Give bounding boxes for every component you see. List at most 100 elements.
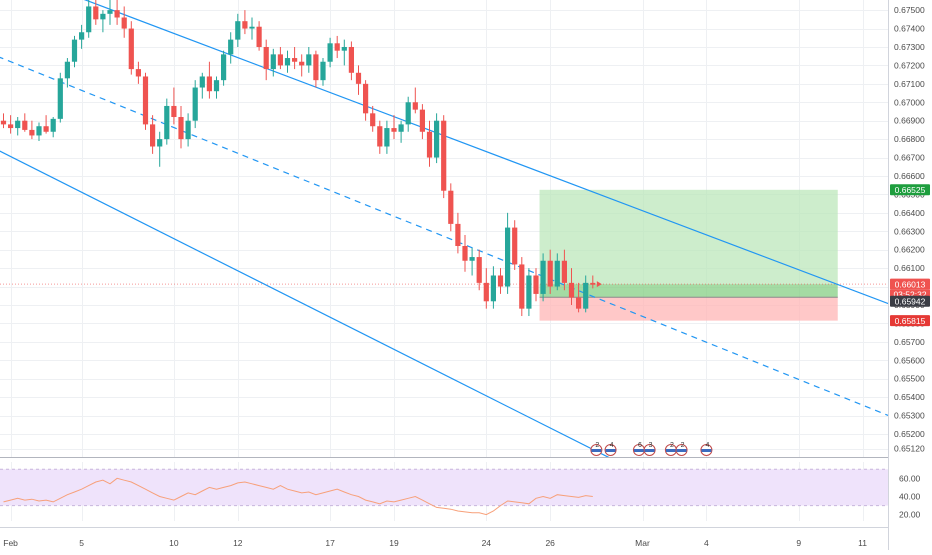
event-count: 4 [610,442,614,449]
candle [57,72,63,123]
candle [79,24,85,49]
candle-body [313,54,319,81]
event-marker: 2 [675,442,688,456]
candle-body [299,61,305,66]
candle [355,65,362,95]
candle [93,0,99,25]
candle [142,72,149,130]
rsi-tick-label: 60.00 [899,473,921,483]
candle [455,212,461,254]
event-marker: 4 [700,442,713,456]
candle-body [270,54,276,70]
price-tick-label: 0.67200 [894,60,925,70]
candle [64,58,70,88]
event-count: 2 [670,442,674,449]
candle [299,54,305,77]
flag-stripe [701,449,712,452]
flag-stripe [591,449,602,452]
candle-body [242,21,248,29]
candle-body [199,76,205,88]
flag-stripe [633,449,644,452]
candle-body [355,72,362,84]
candle [512,220,518,270]
candle-body [221,54,227,81]
candle [341,39,347,66]
candle-body [50,118,56,132]
candle-body [71,39,78,62]
price-tick-label: 0.65200 [894,429,925,439]
countdown-text: 03:52:32 [893,290,926,300]
candle [135,61,141,84]
price-tick-label: 0.65700 [894,337,925,347]
event-marker: 4 [604,442,617,456]
candle-body [476,257,482,283]
candle-body [121,17,127,29]
candle [377,120,383,154]
candle-body [519,264,525,309]
candle [29,120,35,140]
candle [483,268,489,309]
candle-body [334,43,340,51]
candle-body [547,260,553,287]
candle-body [178,117,184,140]
flag-stripe [605,449,616,452]
candle-body [249,26,255,29]
candle-body [576,297,582,309]
entry-price-badge: 0.65942 [890,295,930,307]
time-tick-label: 12 [233,538,243,548]
candle-body [0,120,7,125]
rsi-tick-label: 20.00 [899,510,921,520]
candle [270,48,276,77]
candle-body [327,43,333,62]
candle [50,117,56,138]
candle [476,249,482,291]
price-tick-label: 0.66900 [894,116,925,126]
candle-body [192,87,198,121]
event-marker: 2 [590,442,603,456]
candle-body [228,39,234,55]
take-profit-badge-bg [890,184,930,196]
time-tick-label: 26 [545,538,555,548]
candle-body [391,128,397,132]
candle [192,80,198,129]
candle [526,268,532,317]
candle-body [419,109,425,132]
time-tick-label: 9 [796,538,801,548]
rsi-axis: 60.00 40.00 20.00 [899,473,921,519]
candle [434,113,440,164]
candle-body [206,76,212,92]
candle [235,13,241,47]
candle-body [235,21,241,40]
price-tick-label: 0.66200 [894,245,925,255]
candle-body [384,128,390,147]
candle [306,46,312,73]
candle [164,98,170,145]
candle [256,21,262,51]
time-axis: Feb 5 10 12 17 19 24 26 Mar 4 9 11 [3,538,867,548]
flag-stripe [644,449,655,452]
candle-body [497,275,504,287]
candle-body [185,120,191,140]
price-tick-label: 0.67400 [894,24,925,34]
time-tick-label: 24 [482,538,492,548]
candle [363,80,369,121]
price-tick-label: 0.65120 [894,444,925,454]
price-tick-label: 0.67300 [894,42,925,52]
rsi-tick-label: 40.00 [899,491,921,501]
candle-body [135,69,141,77]
candle [540,253,546,302]
candle [583,275,589,313]
candle [370,105,376,132]
candle-body [128,28,134,70]
candle [22,113,28,132]
price-plot [0,0,888,457]
time-tick-label: Feb [3,538,18,548]
stop-loss-zone [539,297,838,321]
candle [157,131,163,167]
take-profit-badge-text: 0.66525 [895,185,926,195]
candle [490,266,496,309]
candle-body [100,13,106,20]
flag-stripe [676,449,687,452]
